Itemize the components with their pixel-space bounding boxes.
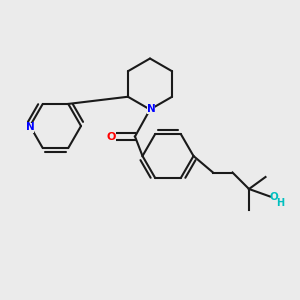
Text: O: O — [106, 131, 116, 142]
Text: N: N — [26, 122, 34, 133]
Text: H: H — [276, 197, 285, 208]
Text: O: O — [269, 191, 278, 202]
Text: N: N — [146, 104, 155, 114]
